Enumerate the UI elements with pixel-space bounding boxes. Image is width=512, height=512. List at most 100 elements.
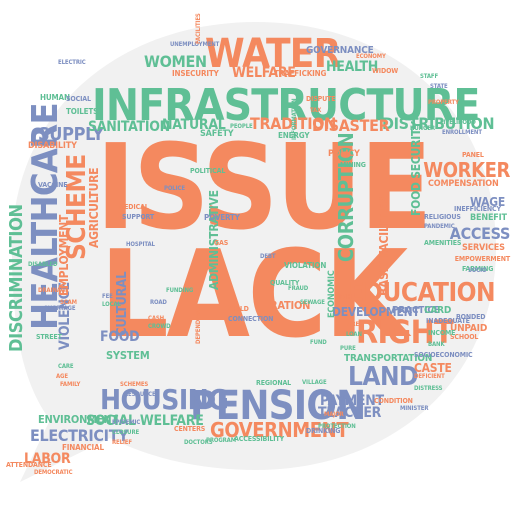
word-fraud: FRAUD [288,285,309,292]
word-amenities: AMENITIES [424,239,462,247]
word-discrimination: DISCRIMINATION [6,204,27,352]
word-tradition: TRADITION [250,114,336,133]
word-socio: SOCIO [468,267,487,274]
word-tax: TAX [310,107,322,114]
word-sanitation: SANITATION [88,119,170,135]
word-poverty: POVERTY [204,213,240,222]
word-socioeconomic: SOCIOECONOMIC [414,351,473,359]
word-bank: BANK [428,341,445,348]
word-pension: PENSION [190,383,366,429]
word-basic-facilities: BASIC FACILITIES [377,196,391,296]
word-fire: FIRE [346,321,360,328]
word-wage: WAGE [470,195,506,209]
word-food: FOOD [100,329,140,345]
word-economy: ECONOMY [356,53,386,60]
word-teacher: TEACHER [318,405,382,421]
word-toilets: TOILETS [66,107,99,116]
word-health: HEALTH [326,59,379,75]
word-social-welfare: SOCIAL WELFARE [86,413,204,429]
word-doctors: DOCTORS [184,439,213,446]
word-major: MAJOR [324,411,344,418]
word-women: WOMEN [144,52,207,71]
word-bonded: BONDED [456,313,486,321]
word-cash: CASH [148,315,165,322]
word-scam: SCAM [60,299,77,306]
word-transportation: TRANSPORTATION [344,353,433,364]
word-religious: RELIGIOUS [424,213,461,221]
word-unpaid: UNPAID [450,323,488,334]
word-panel: PANEL [462,151,484,159]
word-livelihood: LIVELIHOOD [440,119,476,126]
word-shortage: SHORTAGE [44,305,76,312]
word-supply: SUPPLY [38,124,104,145]
word-hunger: HUNGER [410,125,435,132]
word-street: STREET [36,333,62,341]
word-age: AGE [56,373,68,380]
word-relief: RELIEF [112,439,132,446]
word-education: EDUCATION [348,278,496,308]
word-school: SCHOOL [450,333,479,341]
word-quality: QUALITY [270,279,300,287]
word-political: POLITICAL [190,167,226,175]
word-state: STATE [430,83,448,90]
word-fee: FEE [102,293,113,300]
word-governance: GOVERNANCE [306,45,374,56]
word-enrollment: ENROLLMENT [442,129,482,136]
word-welfare: WELFARE [232,65,296,81]
word-loan: LOAN [346,331,362,338]
word-food-security: FOOD SECURITY [409,121,423,216]
word-policy: POLICY [328,149,360,159]
word-services: SERVICES [462,243,505,253]
word-income: INCOME [428,329,456,337]
word-condition: CONDITION [374,397,413,405]
word-police: POLICE [164,185,185,192]
word-benefit: BENEFIT [470,213,507,223]
word-disability: DISABILITY [28,141,77,151]
word-connection: CONNECTION [228,315,274,323]
word-vaccine: VACCINE [38,181,68,189]
word-disaster: DISASTER [312,116,390,135]
word-distress: DISTRESS [414,385,443,392]
word-infrastructure: INFRASTRUCTURE [92,80,480,131]
word-minister: MINISTER [400,405,429,412]
word-schemes: SCHEMES [120,381,149,388]
word-dispute: DISPUTE [306,95,336,103]
word-village: VILLAGE [302,379,327,386]
word-card: CARD [424,305,452,316]
word-distribution: DISTRIBUTION [382,114,495,133]
word-empowerment: EMPOWERMENT [454,255,510,263]
word-labor: LABOR [24,451,71,467]
word-compensation: COMPENSATION [428,179,499,189]
word-unemployment: UNEMPLOYMENT [170,41,220,48]
word-lack: LACK [100,226,408,365]
word-electricity: ELECTRICITY [30,426,129,445]
word-land: LAND [348,362,418,392]
word-people: PEOPLE [230,123,253,130]
speech-bubble-outline [12,22,496,482]
word-property: PROPERTY [428,99,459,106]
word-accessibility: ACCESSIBILITY [234,435,285,443]
word-system: SYSTEM [106,349,150,362]
word-practice: PRACTICE [392,305,440,316]
word-democratic: DEMOCRATIC [34,469,73,476]
word-electric: ELECTRIC [58,59,86,66]
word-road: ROAD [150,299,167,306]
word-mining: MINING [340,161,366,169]
word-program: PROGRAM [206,437,236,444]
word-debt: DEBT [260,253,276,260]
word-epidemic: EPIDEMIC [112,419,141,426]
word-financial: FINANCIAL [62,443,104,452]
word-funding: FUNDING [166,287,194,294]
word-violation: VIOLATION [284,261,327,270]
word-environment: ENVIRONMENT [38,413,118,426]
word-child: CHILD [228,305,249,313]
word-worker: WORKER [423,158,510,182]
word-caste: CASTE [414,361,452,375]
word-inefficiency: INEFFICIENCY [454,205,501,213]
word-sewage: SEWAGE [300,299,325,306]
word-widow: WIDOW [372,67,399,75]
word-protection: PROTECTION [318,423,356,430]
word-right: RIGHT [356,313,454,351]
word-staff: STAFF [420,73,439,80]
